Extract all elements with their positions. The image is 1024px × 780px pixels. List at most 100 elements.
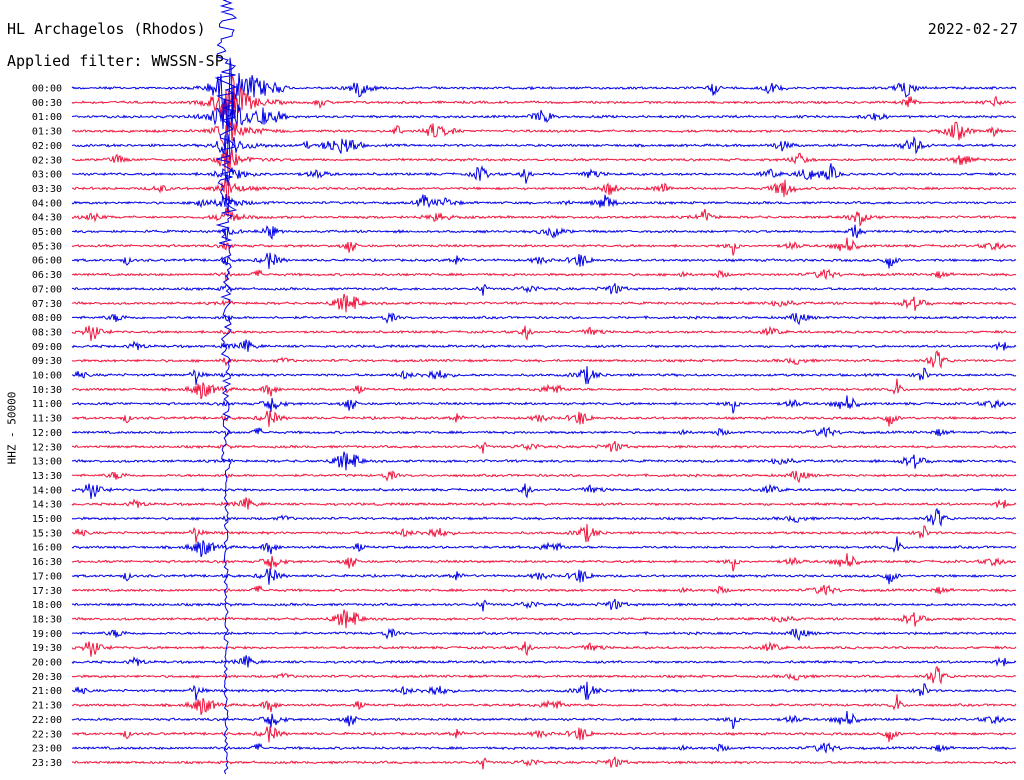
row-time-label: 19:30	[32, 643, 62, 654]
trace-line	[71, 726, 1017, 743]
row-time-label: 08:30	[32, 327, 62, 338]
row-time-label: 11:00	[32, 399, 62, 410]
row-time-label: 06:30	[32, 270, 62, 281]
row-time-label: 22:30	[32, 729, 62, 740]
trace-line	[71, 756, 1017, 770]
trace-line	[71, 483, 1017, 499]
trace-line	[71, 665, 1017, 685]
row-time-label: 20:00	[32, 658, 62, 669]
row-time-label: 16:00	[32, 543, 62, 554]
trace-line	[71, 194, 1017, 214]
trace-line	[71, 410, 1017, 427]
row-time-label: 23:00	[32, 744, 62, 755]
seismic-traces	[71, 0, 1017, 775]
row-time-label: 15:30	[32, 528, 62, 539]
row-time-label: 07:00	[32, 284, 62, 295]
row-time-label: 22:00	[32, 715, 62, 726]
trace-line	[71, 224, 1017, 241]
trace-line	[71, 507, 1017, 527]
trace-line	[71, 655, 1017, 668]
row-time-label: 14:00	[32, 485, 62, 496]
row-time-label: 20:30	[32, 672, 62, 683]
row-time-label: 03:00	[32, 170, 62, 181]
trace-line	[71, 179, 1017, 201]
row-time-label: 21:30	[32, 701, 62, 712]
row-time-label: 02:30	[32, 155, 62, 166]
trace-line	[71, 627, 1017, 642]
row-time-label: 16:30	[32, 557, 62, 568]
row-time-label: 07:30	[32, 299, 62, 310]
row-time-label: 19:00	[32, 629, 62, 640]
trace-line	[71, 470, 1017, 484]
trace-line	[71, 568, 1017, 585]
row-time-label: 10:00	[32, 371, 62, 382]
trace-line	[71, 366, 1017, 385]
row-time-label: 09:30	[32, 356, 62, 367]
row-time-label: 14:30	[32, 500, 62, 511]
trace-line	[71, 609, 1017, 629]
row-time-label: 17:00	[32, 571, 62, 582]
row-time-label: 13:00	[32, 457, 62, 468]
row-time-label: 23:30	[32, 758, 62, 769]
trace-line	[71, 207, 1017, 227]
row-time-label: 00:30	[32, 98, 62, 109]
row-time-label: 01:00	[32, 112, 62, 123]
row-time-label: 00:00	[32, 84, 62, 95]
trace-line	[71, 349, 1017, 370]
trace-line	[71, 293, 1017, 313]
trace-line	[71, 451, 1017, 471]
row-time-label: 08:00	[32, 313, 62, 324]
row-time-label: 17:30	[32, 586, 62, 597]
row-time-label: 02:00	[32, 141, 62, 152]
main-event-spike	[214, 0, 238, 775]
trace-line	[71, 268, 1017, 282]
trace-line	[71, 598, 1017, 612]
row-time-label: 04:30	[32, 213, 62, 224]
row-time-label: 09:00	[32, 342, 62, 353]
trace-line	[71, 497, 1017, 510]
trace-line	[71, 641, 1017, 657]
trace-line	[71, 311, 1017, 326]
row-time-label: 12:30	[32, 442, 62, 453]
date-label: 2022-02-27	[927, 20, 1018, 38]
trace-line	[71, 325, 1017, 342]
row-time-label: 18:30	[32, 614, 62, 625]
trace-line	[71, 73, 1016, 132]
row-time-label: 10:30	[32, 385, 62, 396]
row-time-label: 06:00	[32, 256, 62, 267]
row-time-label: 15:00	[32, 514, 62, 525]
row-labels: 00:00 00:30 01:00 01:30 02:00 02:30 03:00 03:30…	[32, 84, 62, 769]
trace-line	[71, 711, 1017, 730]
station-title: HL Archagelos (Rhodos)	[7, 20, 206, 38]
trace-line	[71, 163, 1017, 187]
trace-line	[71, 440, 1017, 454]
row-time-label: 03:30	[32, 184, 62, 195]
row-time-label: 05:00	[32, 227, 62, 238]
row-time-label: 21:00	[32, 686, 62, 697]
trace-line	[71, 237, 1017, 256]
trace-line	[71, 121, 1017, 149]
trace-line	[71, 742, 1017, 754]
trace-line	[71, 98, 1017, 144]
trace-line	[71, 252, 1017, 270]
trace-line	[71, 584, 1017, 597]
row-time-label: 01:30	[32, 127, 62, 138]
trace-line	[71, 57, 1017, 117]
row-time-label: 04:00	[32, 198, 62, 209]
trace-line	[71, 378, 1017, 400]
trace-line	[72, 133, 1017, 163]
row-time-label: 05:30	[32, 241, 62, 252]
trace-line	[71, 395, 1017, 414]
row-time-label: 13:30	[32, 471, 62, 482]
row-time-label: 11:30	[32, 414, 62, 425]
row-time-label: 12:00	[32, 428, 62, 439]
trace-line	[71, 694, 1017, 715]
trace-line	[71, 339, 1017, 352]
trace-line	[71, 553, 1017, 572]
trace-line	[71, 536, 1017, 558]
trace-line	[71, 283, 1017, 296]
filter-label: Applied filter: WWSSN-SP	[7, 52, 224, 70]
trace-line	[71, 523, 1017, 543]
trace-line	[71, 426, 1017, 439]
